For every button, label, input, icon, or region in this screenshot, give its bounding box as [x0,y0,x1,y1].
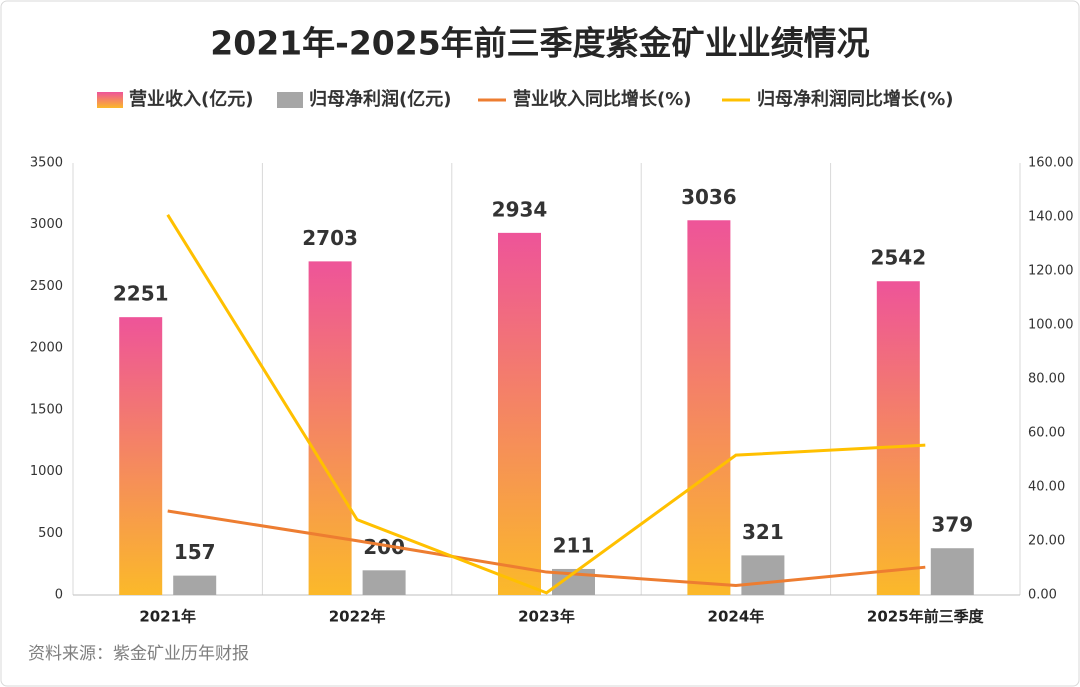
data-label: 321 [742,520,784,544]
y2-tick-label: 100.00 [1028,318,1074,333]
bar [119,317,163,595]
legend-label: 归母净利润(亿元) [309,88,451,110]
y2-tick-label: 120.00 [1028,264,1074,279]
y-tick-label: 2000 [30,341,63,356]
y-tick-label: 500 [38,526,63,541]
legend-label: 营业收入(亿元) [129,88,253,110]
source-note: 资料来源：紫金矿业历年财报 [28,644,249,664]
bar [741,555,785,595]
data-label: 2251 [113,282,169,306]
chart-title: 2021年-2025年前三季度紫金矿业业绩情况 [210,24,869,63]
y-tick-label: 3500 [30,156,63,171]
data-label: 2934 [492,197,548,221]
bar [687,220,731,595]
x-tick-label: 2021年 [139,608,196,626]
y2-tick-label: 40.00 [1028,480,1065,495]
y2-tick-label: 60.00 [1028,426,1065,441]
data-label: 2542 [870,246,926,270]
bar [308,261,352,595]
bar [498,232,541,595]
x-tick-label: 2022年 [329,608,386,626]
data-label: 2703 [302,226,358,250]
bar [930,548,974,595]
x-tick-label: 2024年 [708,608,765,626]
bar [876,281,920,595]
legend-label: 营业收入同比增长(%) [513,88,692,110]
y-tick-label: 1000 [30,464,63,479]
y-tick-label: 1500 [30,402,63,417]
bar [362,570,406,595]
y-tick-label: 2500 [30,279,63,294]
y2-tick-label: 20.00 [1028,534,1065,549]
x-tick-label: 2023年 [518,608,575,626]
line [166,214,926,595]
data-label: 3036 [681,185,737,209]
y-tick-label: 0 [55,588,63,603]
y2-tick-label: 0.00 [1028,588,1057,603]
data-label: 379 [931,513,973,537]
data-label: 211 [553,533,595,557]
legend-swatch [277,92,303,108]
y-tick-label: 3000 [30,217,63,232]
legend-label: 归母净利润同比增长(%) [757,88,954,110]
line [167,509,926,588]
y2-tick-label: 140.00 [1028,210,1074,225]
data-label: 157 [174,540,216,564]
x-tick-label: 2025年前三季度 [867,608,985,626]
y2-tick-label: 80.00 [1028,372,1065,387]
bar [173,575,217,595]
legend-swatch [97,92,123,108]
y2-tick-label: 160.00 [1028,156,1074,171]
